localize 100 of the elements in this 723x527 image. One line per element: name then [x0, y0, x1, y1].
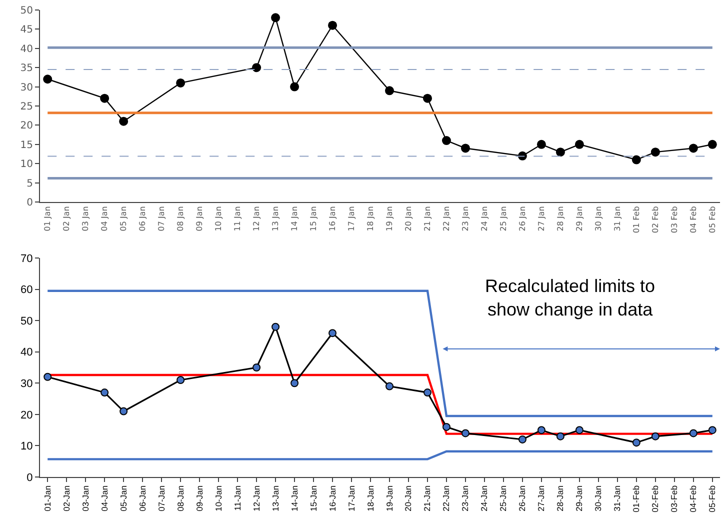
point	[43, 74, 52, 84]
x-tick-label: 03 Jan	[81, 206, 90, 232]
x-tick-label: 17-Jan	[346, 485, 356, 512]
x-tick-label: 21 Jan	[423, 206, 432, 232]
x-tick-label: 21-Jan	[422, 485, 432, 512]
x-tick-label: 28-Jan	[555, 485, 566, 512]
x-tick-label: 03-Jan	[80, 485, 90, 512]
y-tick-label: 60	[20, 284, 33, 296]
y-tick-label: 15	[20, 140, 33, 151]
x-tick-label: 04 Feb	[689, 206, 698, 234]
y-tick-label: 20	[20, 409, 33, 422]
x-tick-label: 27-Jan	[536, 485, 546, 512]
x-tick-label: 02 Jan	[62, 206, 72, 232]
y-tick-label: 0	[26, 198, 33, 208]
x-tick-label: 06-Jan	[137, 485, 148, 512]
x-tick-label: 04 Jan	[100, 206, 110, 232]
x-tick-label: 29 Jan	[575, 206, 584, 232]
y-tick-label: 10	[20, 159, 33, 170]
point	[328, 20, 338, 30]
x-tick-label: 09 Jan	[195, 206, 204, 232]
y-tick-label: 35	[20, 63, 33, 74]
point	[386, 382, 394, 390]
x-tick-label: 23-Jan	[460, 485, 470, 512]
x-tick-label: 19-Jan	[384, 485, 394, 512]
y-tick-label: 10	[20, 440, 33, 453]
point	[556, 148, 565, 157]
point	[442, 136, 451, 146]
point	[574, 140, 584, 149]
x-tick-label: 01-Jan	[42, 485, 52, 512]
x-tick-label: 15-Jan	[308, 485, 318, 512]
x-tick-label: 13-Jan	[270, 485, 280, 512]
annotation: Recalculated limits to show change in data	[485, 276, 656, 320]
x-tick-label: 10-Jan	[213, 485, 224, 512]
point	[689, 429, 698, 438]
x-tick-label: 12 Jan	[252, 206, 262, 232]
point	[460, 144, 470, 153]
x-tick-label: 31 Jan	[613, 206, 622, 232]
x-tick-label: 22-Jan	[441, 485, 452, 512]
point	[442, 422, 450, 431]
point	[650, 148, 660, 157]
x-tick-label: 16 Jan	[328, 206, 338, 232]
point	[708, 140, 717, 149]
x-tick-label: 14-Jan	[289, 485, 300, 512]
x-tick-label: 04-Feb	[688, 485, 698, 512]
point	[537, 426, 546, 434]
point	[252, 63, 262, 72]
point	[100, 388, 109, 397]
x-tick-label: 26-Jan	[517, 485, 528, 512]
x-tick-label: 25 Jan	[499, 206, 508, 232]
x-tick-label: 07-Jan	[156, 485, 166, 512]
x-tick-label: 01 Jan	[43, 206, 52, 232]
point	[272, 322, 280, 331]
x-tick-label: 18-Jan	[365, 485, 376, 512]
x-tick-label: 12-Jan	[251, 485, 262, 512]
x-tick-label: 08 Jan	[176, 206, 186, 232]
x-tick-label: 24 Jan	[480, 206, 490, 232]
x-tick-label: 02-Jan	[61, 485, 72, 512]
point	[290, 379, 299, 388]
point	[708, 426, 716, 434]
x-tick-label: 11 Jan	[233, 206, 242, 232]
y-tick-label: 25	[20, 102, 33, 112]
point	[385, 86, 394, 96]
x-tick-label: 19 Jan	[385, 206, 394, 232]
x-tick-label: 10 Jan	[214, 206, 224, 232]
x-tick-label: 15 Jan	[309, 206, 318, 232]
point	[423, 388, 432, 397]
x-tick-label: 05-Jan	[118, 485, 128, 512]
point	[556, 432, 564, 440]
point	[422, 94, 432, 103]
x-tick-label: 14 Jan	[290, 206, 300, 232]
x-tick-label: 26 Jan	[518, 206, 528, 232]
x-tick-label: 03 Feb	[670, 206, 680, 234]
x-tick-label: 29-Jan	[574, 485, 584, 512]
x-tick-label: 03-Feb	[669, 485, 680, 512]
x-tick-label: 09-Jan	[194, 485, 204, 512]
x-tick-label: 30 Jan	[594, 206, 604, 232]
y-tick-label: 50	[20, 315, 33, 328]
point	[688, 144, 698, 153]
x-tick-label: 07 Jan	[157, 206, 166, 232]
point	[176, 376, 185, 384]
x-tick-label: 05 Jan	[119, 206, 128, 232]
x-tick-label: 30-Jan	[593, 485, 604, 512]
y-tick-label: 5	[26, 178, 33, 190]
x-tick-label: 05 Feb	[708, 206, 717, 234]
x-tick-label: 23 Jan	[461, 206, 470, 232]
x-tick-label: 04-Jan	[99, 485, 110, 512]
point	[176, 78, 186, 88]
point	[536, 140, 546, 149]
x-tick-label: 11-Jan	[232, 485, 242, 511]
point	[575, 426, 584, 434]
y-tick-label: 20	[20, 120, 33, 132]
y-tick-label: 40	[20, 346, 33, 359]
x-tick-label: 08-Jan	[175, 485, 186, 512]
point	[120, 407, 128, 416]
x-tick-label: 20-Jan	[403, 485, 414, 512]
x-tick-label: 17 Jan	[347, 206, 356, 232]
x-tick-label: 18 Jan	[366, 206, 376, 232]
x-tick-label: 02 Feb	[651, 206, 660, 234]
point	[271, 13, 280, 22]
x-tick-label: 20 Jan	[404, 206, 414, 232]
